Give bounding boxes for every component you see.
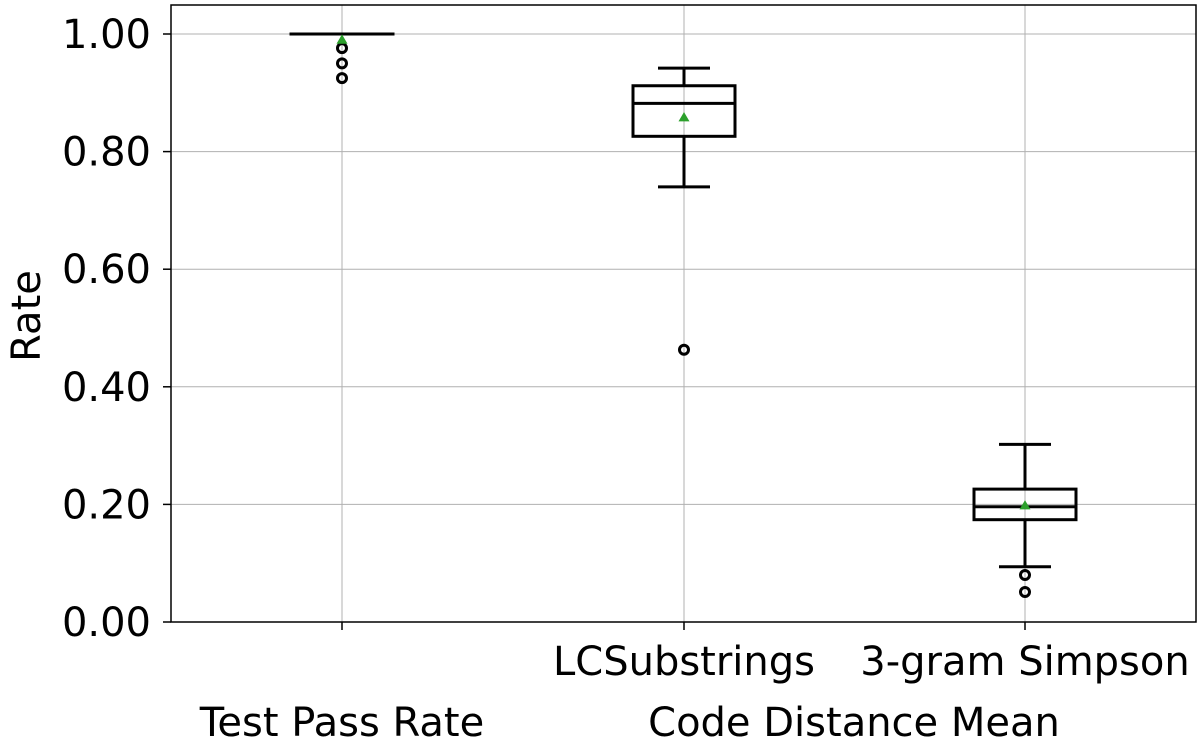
- y-axis-ticks: 0.00 0.20 0.40 0.60 0.80 1.00: [62, 12, 1026, 646]
- box-plot-2: [972, 442, 1078, 599]
- y-tick-label: 0.80: [62, 130, 151, 176]
- box-iqr: [631, 84, 737, 138]
- outlier-point: [678, 343, 690, 356]
- y-tick-label: 0.20: [62, 482, 151, 528]
- box-plots: [289, 32, 1078, 599]
- outlier-point: [336, 57, 348, 70]
- box-iqr: [972, 487, 1078, 522]
- y-tick-label: 1.00: [62, 12, 151, 58]
- y-axis-title: Rate: [4, 270, 50, 362]
- box-plot-0: [289, 32, 395, 85]
- mean-marker: [336, 34, 348, 44]
- box-plot-1: [631, 66, 737, 356]
- outlier-point: [1019, 586, 1031, 599]
- x-category-label: LCSubstrings: [553, 639, 815, 685]
- x-group-label: Test Pass Rate: [199, 700, 484, 746]
- x-category-label: 3-gram Simpson: [860, 639, 1189, 685]
- outlier-point: [1019, 568, 1031, 581]
- x-axis-category-labels: LCSubstrings 3-gram Simpson Test Pass Rate…: [199, 639, 1190, 746]
- x-group-label: Code Distance Mean: [648, 700, 1060, 746]
- mean-marker: [1019, 500, 1031, 510]
- y-tick-label: 0.00: [62, 600, 151, 646]
- grid-lines: [171, 5, 1196, 623]
- y-tick-label: 0.40: [62, 365, 151, 411]
- mean-marker: [678, 111, 690, 122]
- outlier-point: [336, 72, 348, 85]
- y-tick-label: 0.60: [62, 247, 151, 293]
